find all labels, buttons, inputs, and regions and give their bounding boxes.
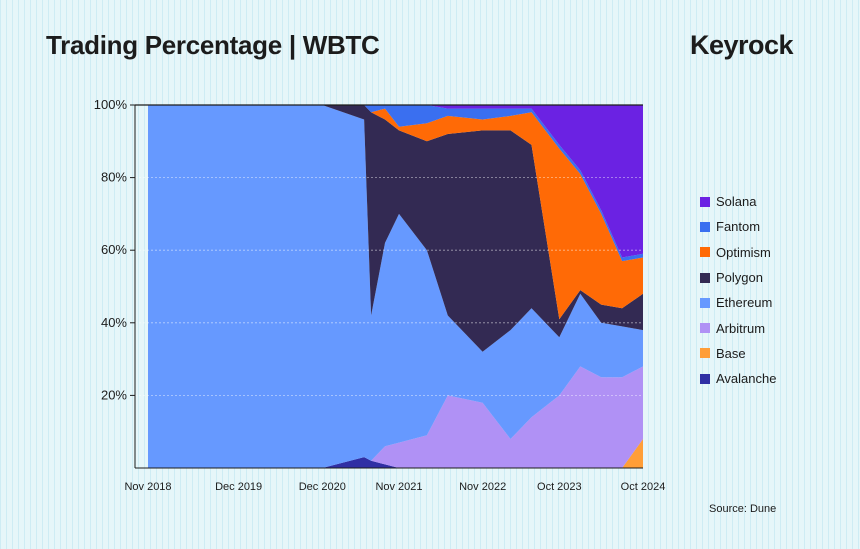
legend-item-optimism: Optimism [700, 240, 776, 265]
legend-item-fantom: Fantom [700, 214, 776, 239]
series-area-solana [148, 105, 643, 258]
y-tick-label: 40% [101, 315, 127, 330]
legend-label-fantom: Fantom [716, 219, 761, 235]
x-tick-label: Oct 2023 [537, 481, 582, 493]
legend: Solana Fantom Optimism Polygon Ethereum … [700, 189, 776, 391]
series-area-ethereum [148, 105, 643, 468]
legend-swatch-fantom [700, 221, 710, 232]
legend-item-ethereum: Ethereum [700, 290, 776, 315]
legend-label-arbitrum: Arbitrum [716, 320, 766, 336]
legend-swatch-solana [700, 196, 710, 207]
legend-swatch-optimism [700, 247, 710, 258]
x-tick-label: Nov 2022 [459, 481, 506, 493]
x-tick-label: Nov 2018 [124, 481, 171, 493]
series-area-arbitrum [148, 366, 643, 468]
legend-swatch-arbitrum [700, 323, 710, 334]
x-tick-label: Dec 2020 [299, 481, 346, 493]
brand-logo: Keyrock [690, 30, 794, 60]
chart-title: Trading Percentage | WBTC [46, 30, 380, 60]
series-area-optimism [148, 105, 643, 320]
legend-label-solana: Solana [716, 194, 757, 210]
y-tick-label: 20% [101, 387, 127, 402]
legend-swatch-polygon [700, 272, 710, 283]
legend-item-base: Base [700, 341, 776, 366]
source-note: Source: Dune [709, 503, 777, 515]
x-tick-label: Dec 2019 [215, 481, 262, 493]
y-tick-label: 60% [101, 242, 127, 257]
legend-swatch-base [700, 348, 710, 359]
legend-label-ethereum: Ethereum [716, 295, 773, 311]
x-tick-label: Oct 2024 [621, 481, 666, 493]
legend-label-optimism: Optimism [716, 244, 771, 260]
legend-label-polygon: Polygon [716, 270, 763, 286]
legend-swatch-avalanche [700, 373, 710, 384]
legend-label-base: Base [716, 345, 746, 361]
legend-item-arbitrum: Arbitrum [700, 315, 776, 340]
legend-item-solana: Solana [700, 189, 776, 214]
x-tick-label: Nov 2021 [375, 481, 422, 493]
y-tick-label: 100% [94, 97, 128, 112]
series-area-polygon [148, 105, 643, 352]
legend-label-avalanche: Avalanche [716, 371, 777, 387]
y-tick-label: 80% [101, 170, 127, 185]
legend-swatch-ethereum [700, 297, 710, 308]
legend-item-avalanche: Avalanche [700, 366, 776, 391]
legend-item-polygon: Polygon [700, 265, 776, 290]
